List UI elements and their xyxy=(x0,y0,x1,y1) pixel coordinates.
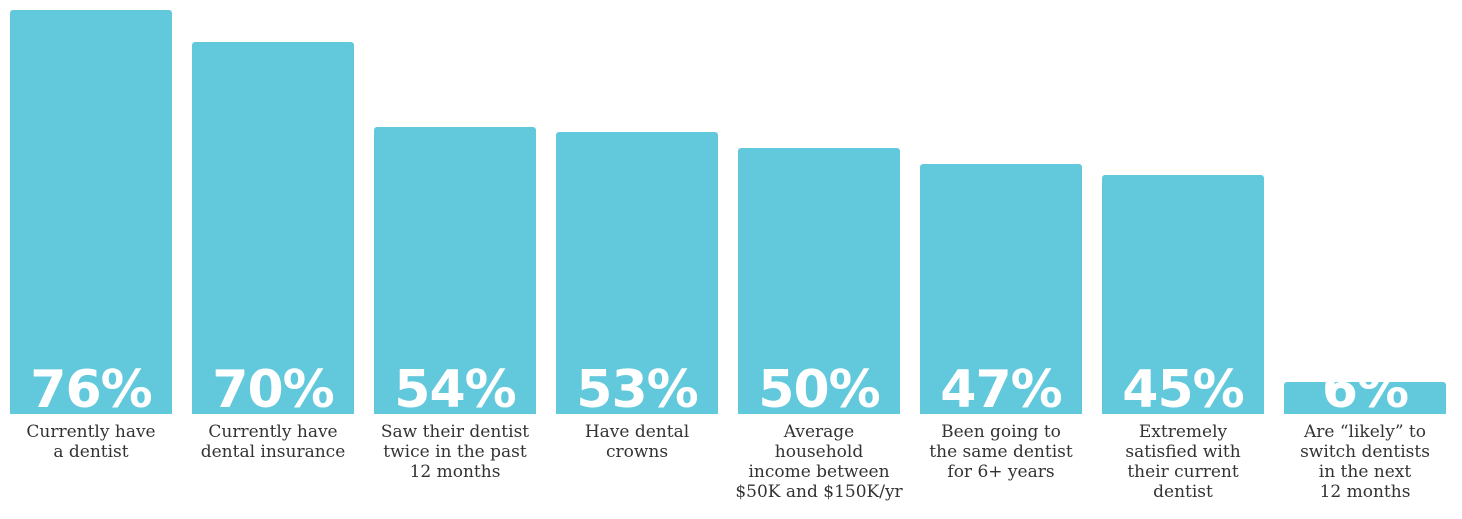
bar-value-label: 70% xyxy=(212,359,334,420)
category-label: Currently have dental insurance xyxy=(200,422,346,462)
bar-value-label: 54% xyxy=(394,359,516,420)
bar: 54% xyxy=(374,126,536,420)
category-label: Currently have a dentist xyxy=(26,422,156,462)
bar-value-label: 45% xyxy=(1122,359,1244,420)
bar: 70% xyxy=(192,41,354,420)
category-label: Extremely satisfied with their current d… xyxy=(1125,422,1241,502)
category-label: Average household income between $50K an… xyxy=(735,422,903,502)
bar: 45% xyxy=(1102,174,1264,420)
bar: 53% xyxy=(556,132,718,420)
category-label: Been going to the same dentist for 6+ ye… xyxy=(929,422,1073,482)
bar-value-label: 53% xyxy=(576,359,698,420)
bar-value-label: 50% xyxy=(758,360,880,420)
bar: 50% xyxy=(738,148,900,420)
bar-value-label: 76% xyxy=(30,359,152,420)
category-label: Are “likely” to switch dentists in the n… xyxy=(1300,422,1430,502)
bar: 6% xyxy=(1284,360,1446,420)
category-label: Have dental crowns xyxy=(584,422,690,462)
bar-value-label: 47% xyxy=(940,359,1062,420)
bar: 47% xyxy=(920,163,1082,420)
category-label: Saw their dentist twice in the past 12 m… xyxy=(380,422,530,482)
bar: 76% xyxy=(10,9,172,420)
bar-value-label: 6% xyxy=(1321,359,1409,420)
